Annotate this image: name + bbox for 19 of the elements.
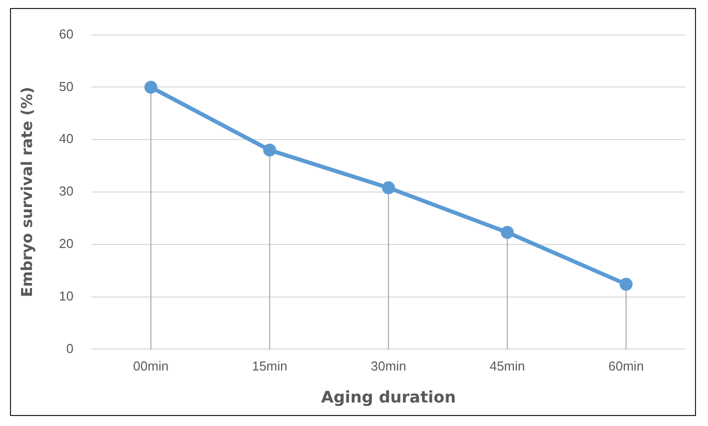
x-tick-label: 00min — [133, 358, 169, 374]
point — [620, 278, 633, 291]
x-axis-title: Aging duration — [321, 388, 456, 407]
x-tick-label: 30min — [370, 358, 406, 374]
y-tick-label: 40 — [58, 131, 74, 146]
x-tick-label: 15min — [252, 358, 288, 374]
point — [382, 181, 395, 194]
y-tick-label: 0 — [66, 340, 74, 356]
point — [263, 144, 276, 157]
y-tick-label: 20 — [58, 236, 74, 251]
point — [144, 80, 158, 94]
point — [500, 226, 514, 239]
y-tick-label: 50 — [58, 78, 74, 94]
y-tick-label: 30 — [58, 184, 74, 199]
y-tick-label: 60 — [58, 26, 74, 42]
x-tick-label: 60min — [608, 358, 644, 374]
y-tick-label: 10 — [58, 288, 74, 304]
y-axis-title: Embryo survival rate (%) — [18, 86, 36, 298]
x-tick-label: 45min — [490, 358, 525, 374]
